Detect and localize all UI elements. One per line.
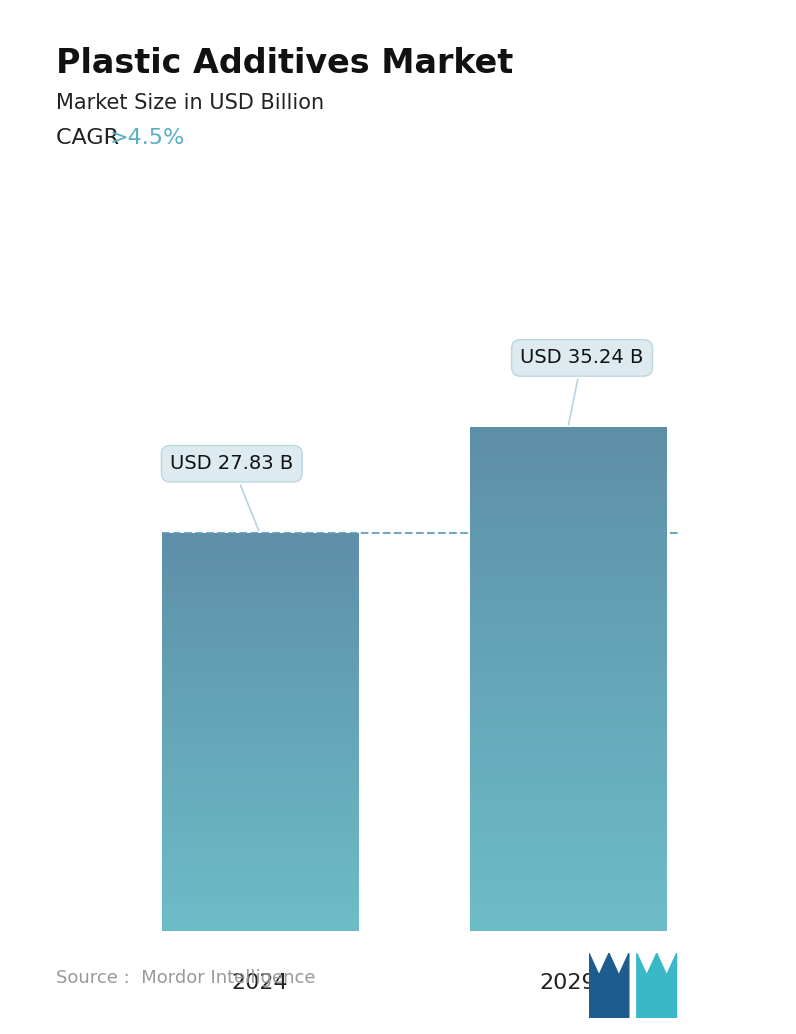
Polygon shape xyxy=(637,953,657,1018)
Polygon shape xyxy=(609,953,629,1018)
Polygon shape xyxy=(589,953,609,1018)
Text: Source :  Mordor Intelligence: Source : Mordor Intelligence xyxy=(56,970,315,987)
Text: >4.5%: >4.5% xyxy=(110,128,185,148)
Text: Market Size in USD Billion: Market Size in USD Billion xyxy=(56,93,324,113)
Polygon shape xyxy=(657,953,677,1018)
Text: 2029: 2029 xyxy=(540,973,596,994)
Text: USD 35.24 B: USD 35.24 B xyxy=(521,348,644,425)
Text: Plastic Additives Market: Plastic Additives Market xyxy=(56,47,513,80)
Text: 2024: 2024 xyxy=(232,973,288,994)
Text: USD 27.83 B: USD 27.83 B xyxy=(170,454,294,530)
Text: CAGR: CAGR xyxy=(56,128,126,148)
